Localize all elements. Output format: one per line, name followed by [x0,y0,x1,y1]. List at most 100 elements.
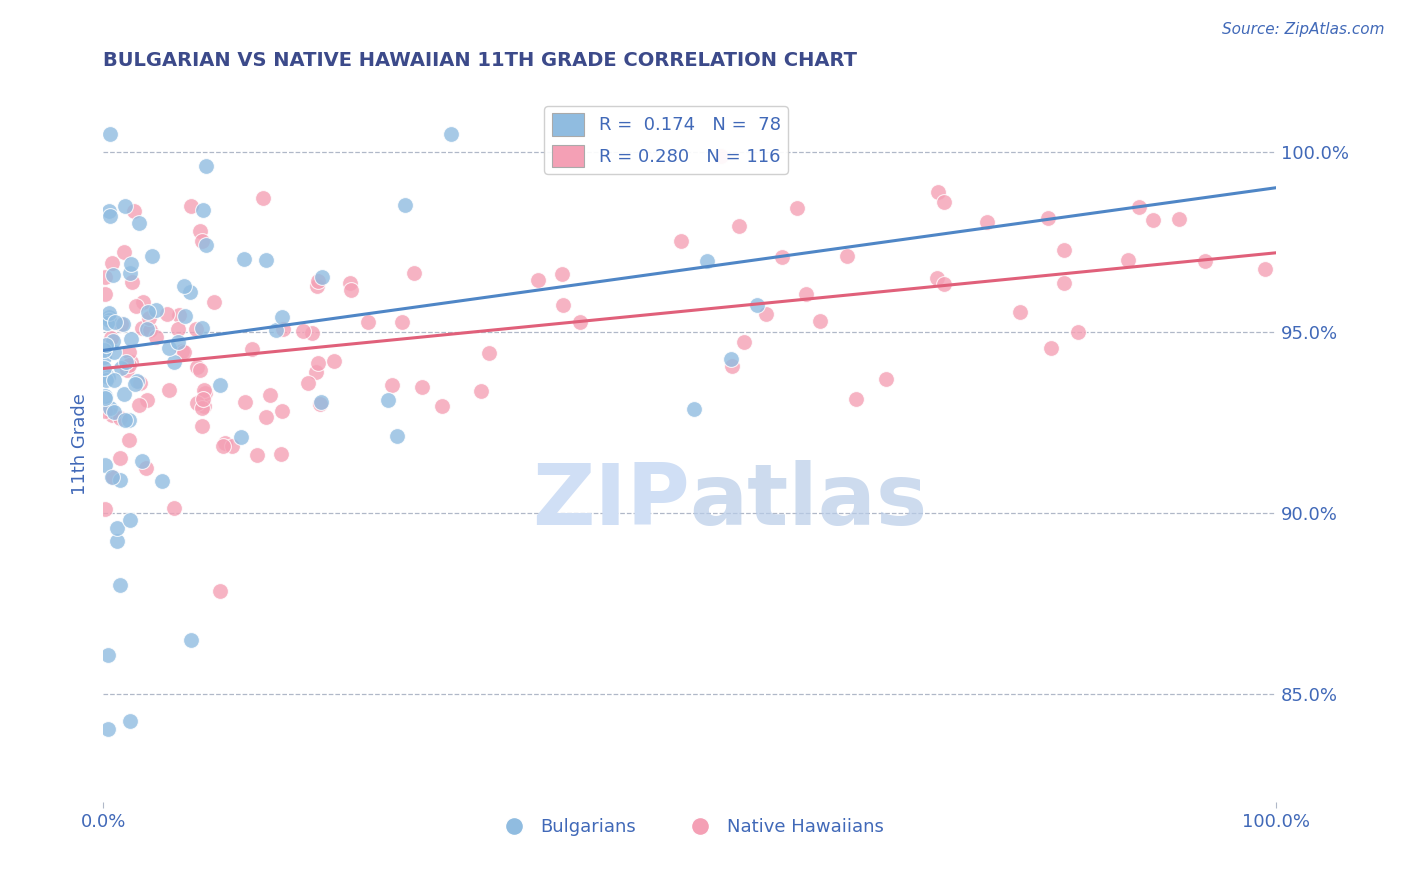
Point [145,330,167,344]
Point [105,534,128,549]
Point [136,305,159,319]
Point [1194,254,1216,268]
Point [190,363,212,377]
Point [118,358,141,372]
Point [208,378,231,392]
Point [108,450,131,465]
Point [156,307,179,321]
Point [186,395,208,409]
Point [240,342,263,356]
Point [150,474,173,488]
Point [101,470,124,484]
Point [755,307,778,321]
Point [135,392,157,407]
Y-axis label: 11th Grade: 11th Grade [72,393,89,495]
Point [125,374,148,388]
Point [835,248,858,262]
Point [191,202,214,217]
Point [194,386,217,401]
Point [115,355,138,369]
Text: ZIP: ZIP [531,460,689,543]
Point [100,331,122,345]
Point [307,274,329,288]
Point [132,294,155,309]
Point [385,429,408,443]
Point [391,315,413,329]
Point [120,332,142,346]
Point [551,298,574,312]
Point [1116,253,1139,268]
Point [394,198,416,212]
Point [1254,261,1277,276]
Point [101,470,124,484]
Point [103,405,125,419]
Point [120,257,142,271]
Point [357,315,380,329]
Point [118,714,141,729]
Point [184,322,207,336]
Point [167,335,190,350]
Point [170,344,193,359]
Point [411,380,433,394]
Point [1008,305,1031,319]
Point [1038,211,1060,225]
Point [117,433,139,447]
Point [271,321,294,335]
Point [527,273,550,287]
Point [720,352,742,367]
Point [124,376,146,391]
Point [270,404,292,418]
Point [377,393,399,408]
Point [112,317,135,331]
Point [696,253,718,268]
Point [339,276,361,290]
Point [162,355,184,369]
Point [323,353,346,368]
Point [120,355,142,369]
Point [1168,212,1191,227]
Point [98,203,121,218]
Point [94,269,117,284]
Text: BULGARIAN VS NATIVE HAWAIIAN 11TH GRADE CORRELATION CHART: BULGARIAN VS NATIVE HAWAIIAN 11TH GRADE … [103,51,858,70]
Point [221,439,243,453]
Point [167,308,190,322]
Point [103,334,125,348]
Point [794,286,817,301]
Point [105,521,128,535]
Point [301,326,323,341]
Point [478,346,501,360]
Point [108,578,131,592]
Point [108,473,131,487]
Point [259,388,281,402]
Point [932,194,955,209]
Point [166,322,188,336]
Point [1040,341,1063,355]
Point [98,310,121,324]
Point [179,285,201,299]
Point [94,502,117,516]
Point [180,633,202,648]
Point [104,314,127,328]
Point [110,317,132,331]
Point [129,376,152,390]
Point [101,256,124,270]
Point [309,395,332,409]
Legend: Bulgarians, Native Hawaiians: Bulgarians, Native Hawaiians [488,811,891,843]
Point [845,392,868,406]
Point [120,266,142,280]
Point [118,513,141,527]
Point [1052,244,1074,258]
Point [163,500,186,515]
Point [194,159,217,173]
Point [94,391,117,405]
Point [292,324,315,338]
Point [174,309,197,323]
Point [233,394,256,409]
Point [808,314,831,328]
Point [118,345,141,359]
Point [94,458,117,473]
Point [96,316,118,330]
Point [138,311,160,326]
Point [208,584,231,599]
Point [94,337,117,351]
